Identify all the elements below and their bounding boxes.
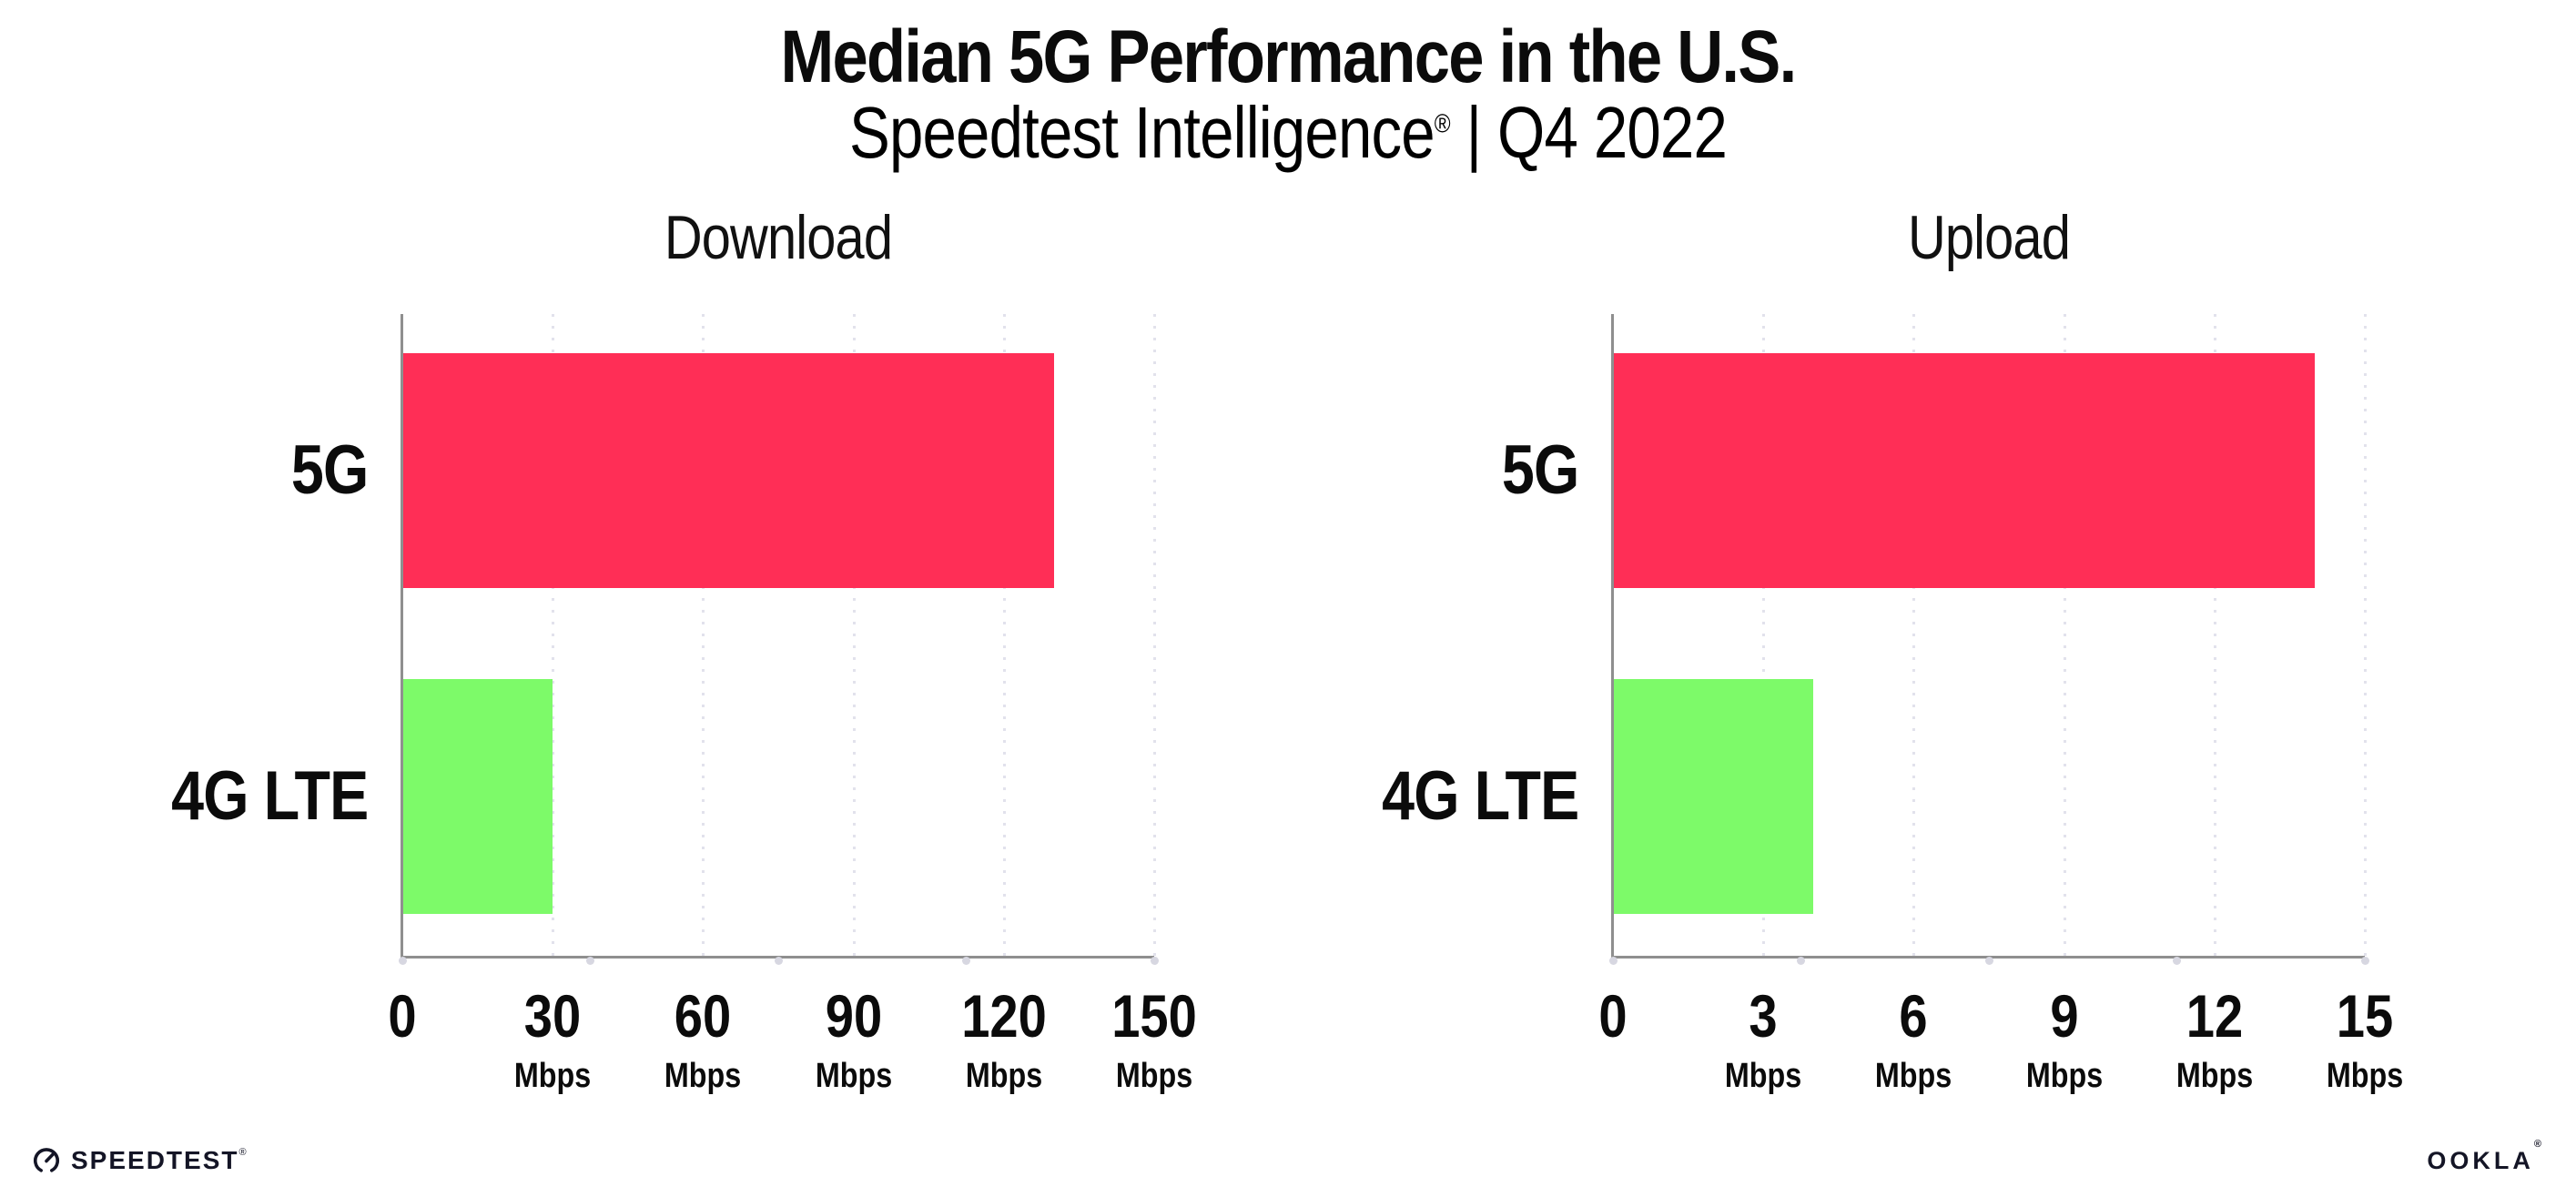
x-tick-unit: Mbps [1115, 1057, 1193, 1095]
axis-tick-dot [774, 957, 783, 965]
category-label-5g: 5G [1501, 431, 1579, 509]
x-tick-value: 0 [1598, 982, 1628, 1050]
bar-5g-download [403, 353, 1054, 588]
gridline-download-120 [1002, 314, 1006, 958]
x-tick-value: 30 [523, 982, 582, 1050]
axis-tick-dot [1984, 957, 1993, 965]
chart-title-download: Download [664, 203, 893, 272]
subtitle-period: | Q4 2022 [1449, 92, 1728, 173]
page-title: Median 5G Performance in the U.S. [780, 15, 1798, 98]
x-tick-unit: Mbps [2175, 1057, 2253, 1095]
axis-tick-dot [1150, 957, 1159, 965]
axis-tick-dot [586, 957, 594, 965]
axis-tick-dot [2360, 957, 2369, 965]
gridline-upload-3 [1762, 314, 1766, 958]
gridline-upload-9 [2063, 314, 2066, 958]
gridline-download-90 [852, 314, 856, 958]
gridline-download-60 [702, 314, 705, 958]
x-tick-value: 15 [2336, 982, 2394, 1050]
x-tick-value: 3 [1749, 982, 1778, 1050]
subtitle-brand: Speedtest Intelligence [849, 92, 1435, 173]
x-tick-value: 6 [1899, 982, 1928, 1050]
bar-4g-lte-download [403, 679, 553, 914]
bar-5g-upload [1614, 353, 2315, 588]
ookla-logo: OOKLA® [2427, 1139, 2545, 1175]
axis-tick-dot [398, 957, 407, 965]
speedtest-registered-mark: ® [238, 1147, 247, 1158]
x-tick-unit: Mbps [2326, 1057, 2404, 1095]
speedtest-gauge-icon [34, 1148, 59, 1172]
category-label-4g-lte: 4G LTE [1381, 757, 1579, 835]
registered-mark: ® [1434, 109, 1451, 139]
axis-tick-dot [2173, 957, 2181, 965]
x-tick-value: 0 [388, 982, 417, 1050]
axis-tick-dot [962, 957, 970, 965]
category-label-4g-lte: 4G LTE [170, 757, 369, 835]
category-label-5g: 5G [290, 431, 369, 509]
y-axis-upload [1611, 314, 1614, 959]
x-tick-value: 12 [2186, 982, 2244, 1050]
y-axis-download [401, 314, 403, 959]
x-tick-unit: Mbps [664, 1057, 742, 1095]
axis-tick-dot [1797, 957, 1805, 965]
gridline-upload-15 [2364, 314, 2367, 958]
speedtest-wordmark: SPEEDTEST [71, 1146, 239, 1174]
gridline-download-30 [552, 314, 555, 958]
chart-title-upload: Upload [1907, 203, 2071, 272]
x-tick-unit: Mbps [1875, 1057, 1952, 1095]
page-subtitle: Speedtest Intelligence® | Q4 2022 [849, 91, 1728, 175]
speedtest-logo: SPEEDTEST ® [31, 1145, 247, 1176]
x-tick-unit: Mbps [514, 1057, 592, 1095]
x-tick-value: 60 [674, 982, 732, 1050]
x-tick-unit: Mbps [1725, 1057, 1802, 1095]
gridline-upload-6 [1912, 314, 1916, 958]
ookla-wordmark: OOKLA [2427, 1147, 2534, 1174]
x-tick-unit: Mbps [815, 1057, 892, 1095]
ookla-registered-mark: ® [2533, 1139, 2545, 1150]
x-tick-value: 150 [1111, 982, 1197, 1050]
bar-4g-lte-upload [1614, 679, 1813, 914]
gridline-download-150 [1153, 314, 1156, 958]
axis-tick-dot [1608, 957, 1618, 965]
x-tick-unit: Mbps [2025, 1057, 2103, 1095]
x-tick-value: 90 [825, 982, 882, 1050]
x-tick-value: 120 [960, 982, 1047, 1050]
x-tick-value: 9 [2049, 982, 2079, 1050]
x-tick-unit: Mbps [965, 1057, 1042, 1095]
gridline-upload-12 [2213, 314, 2216, 958]
